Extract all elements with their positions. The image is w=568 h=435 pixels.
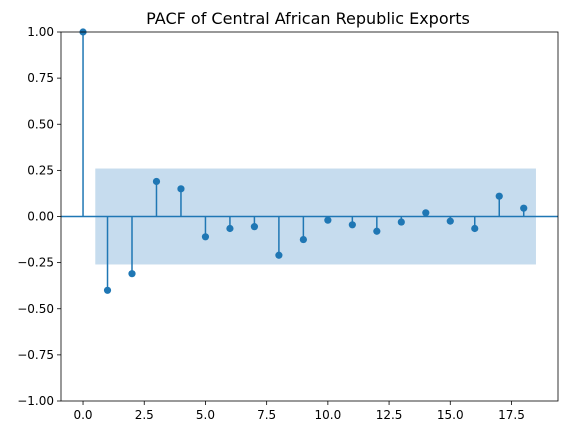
stem-marker-lag-14 — [422, 209, 430, 217]
stem-marker-lag-18 — [520, 204, 528, 212]
stem-marker-lag-4 — [177, 185, 185, 193]
stem-marker-lag-9 — [299, 235, 307, 244]
x-ticks-layer: 0.0 2.5 5.0 7.5 10.0 12.5 15.0 17.5 — [73, 401, 525, 422]
x-tick-label: 2.5 — [135, 408, 154, 422]
x-tick-label: 5.0 — [196, 408, 215, 422]
y-tick-label: 1.00 — [27, 25, 54, 39]
y-tick-label: 0.50 — [27, 117, 54, 131]
y-tick-label: 0.75 — [27, 71, 54, 85]
stem-marker-lag-6 — [226, 224, 234, 233]
stem-marker-lag-17 — [495, 192, 503, 200]
stem-marker-lag-13 — [397, 218, 405, 226]
y-tick-label: −0.50 — [17, 302, 54, 316]
stem-marker-lag-12 — [373, 227, 381, 235]
y-ticks-layer: −1.00 −0.75 −0.50 −0.25 0.00 0.25 0.50 0.75 1.00 — [17, 25, 61, 408]
x-tick-label: 15.0 — [437, 408, 464, 422]
stem-marker-lag-3 — [152, 177, 161, 186]
chart-title: PACF of Central African Republic Exports — [146, 9, 470, 28]
y-tick-label: −0.25 — [17, 256, 54, 270]
stem-marker-lag-10 — [324, 216, 332, 224]
stem-marker-lag-7 — [250, 223, 259, 231]
y-tick-label: −1.00 — [17, 394, 54, 408]
stem-marker-lag-16 — [471, 224, 479, 233]
y-tick-label: 0.25 — [27, 163, 54, 177]
stem-marker-lag-15 — [446, 217, 454, 225]
stem-marker-lag-1 — [103, 286, 112, 294]
x-tick-label: 17.5 — [498, 408, 525, 422]
x-tick-label: 10.0 — [315, 408, 342, 422]
stem-marker-lag-11 — [348, 221, 356, 229]
stem-marker-lag-8 — [275, 251, 283, 259]
stem-marker-lag-5 — [201, 233, 210, 241]
y-tick-label: 0.00 — [27, 210, 54, 224]
x-tick-label: 12.5 — [376, 408, 403, 422]
x-tick-label: 0.0 — [73, 408, 92, 422]
y-tick-label: −0.75 — [17, 348, 54, 362]
x-tick-label: 7.5 — [257, 408, 276, 422]
stem-marker-lag-2 — [128, 270, 136, 278]
stem-layer — [79, 28, 528, 294]
